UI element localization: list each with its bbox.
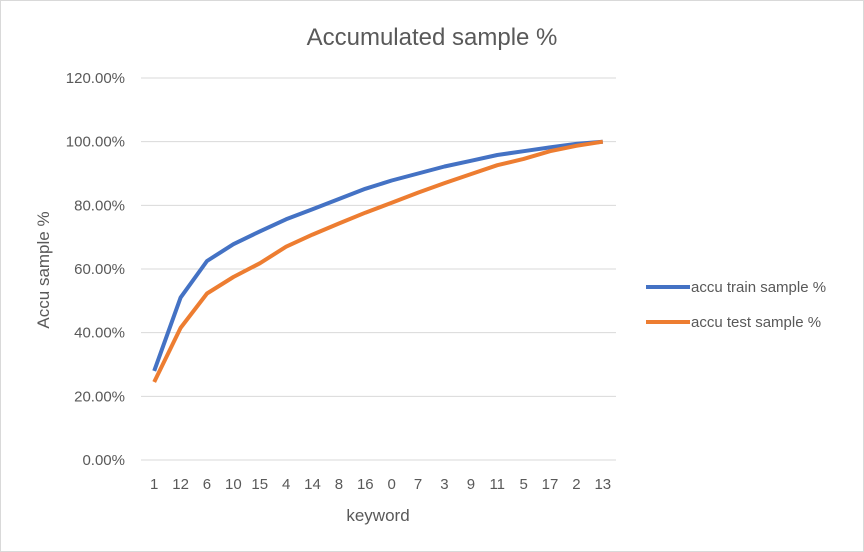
gridlines xyxy=(141,77,616,397)
x-tick-label: 6 xyxy=(203,476,211,493)
data-point xyxy=(548,149,552,153)
data-point xyxy=(205,259,209,263)
data-point xyxy=(601,140,605,144)
data-point xyxy=(495,163,499,167)
data-point xyxy=(390,179,394,183)
x-tick-label: 13 xyxy=(594,476,611,493)
data-point xyxy=(363,211,367,215)
data-point xyxy=(311,233,315,237)
data-point xyxy=(152,380,156,384)
data-point xyxy=(469,172,473,176)
series-line-train xyxy=(152,139,603,372)
x-tick-label: 14 xyxy=(304,476,321,493)
data-point xyxy=(284,217,288,221)
x-tick-label: 11 xyxy=(489,476,505,493)
data-point xyxy=(522,149,526,153)
data-point xyxy=(284,245,288,249)
x-tick-label: 1 xyxy=(150,476,158,493)
x-tick-label: 8 xyxy=(335,476,343,493)
x-tick-label: 12 xyxy=(172,476,189,493)
x-tick-label: 15 xyxy=(251,476,268,493)
x-tick-label: 17 xyxy=(542,476,559,493)
data-point xyxy=(179,296,183,300)
data-point xyxy=(416,172,420,176)
y-tick-label: 0.00% xyxy=(82,452,125,469)
data-point xyxy=(258,229,262,233)
data-point xyxy=(363,187,367,191)
axes: 0.00% 20.00% 40.00% 60.00% 80.00% 100.00% 120.… xyxy=(66,70,616,493)
y-axis-title: Accu sample % xyxy=(34,211,53,328)
legend-label: accu train sample % xyxy=(691,279,826,296)
x-tick-label: 3 xyxy=(440,476,448,493)
series-line-test xyxy=(152,139,604,383)
x-tick-label: 2 xyxy=(572,476,580,493)
y-tick-label: 100.00% xyxy=(66,134,125,151)
data-point xyxy=(205,292,209,296)
data-point xyxy=(311,207,315,211)
y-tick-label: 80.00% xyxy=(74,197,125,214)
data-point xyxy=(258,261,262,265)
y-tick-label: 40.00% xyxy=(74,325,125,342)
x-tick-label: 9 xyxy=(467,476,475,493)
data-point xyxy=(179,326,183,330)
data-point xyxy=(548,145,552,149)
y-tick-label: 120.00% xyxy=(66,70,125,87)
data-point xyxy=(442,164,446,168)
data-point xyxy=(522,157,526,161)
x-tick-label: 16 xyxy=(357,476,374,493)
series-lines xyxy=(152,139,605,384)
data-point xyxy=(469,159,473,163)
chart-title: Accumulated sample % xyxy=(307,24,558,51)
y-tick-label: 20.00% xyxy=(74,388,125,405)
legend: accu train sample % accu test sample % xyxy=(646,279,826,331)
y-tick-label: 60.00% xyxy=(74,261,125,278)
data-point xyxy=(442,181,446,185)
x-tick-label: 5 xyxy=(519,476,527,493)
data-point xyxy=(416,191,420,195)
data-point xyxy=(495,153,499,157)
data-point xyxy=(390,201,394,205)
x-tick-label: 0 xyxy=(388,476,396,493)
data-point xyxy=(337,221,341,225)
data-point xyxy=(337,197,341,201)
data-point xyxy=(574,144,578,148)
x-tick-label: 4 xyxy=(282,476,290,493)
data-point xyxy=(231,275,235,279)
x-tick-label: 7 xyxy=(414,476,422,493)
x-tick-label: 10 xyxy=(225,476,242,493)
data-point xyxy=(231,242,235,246)
data-point xyxy=(152,369,156,373)
x-axis-title: keyword xyxy=(346,506,409,525)
legend-label: accu test sample % xyxy=(691,314,821,331)
